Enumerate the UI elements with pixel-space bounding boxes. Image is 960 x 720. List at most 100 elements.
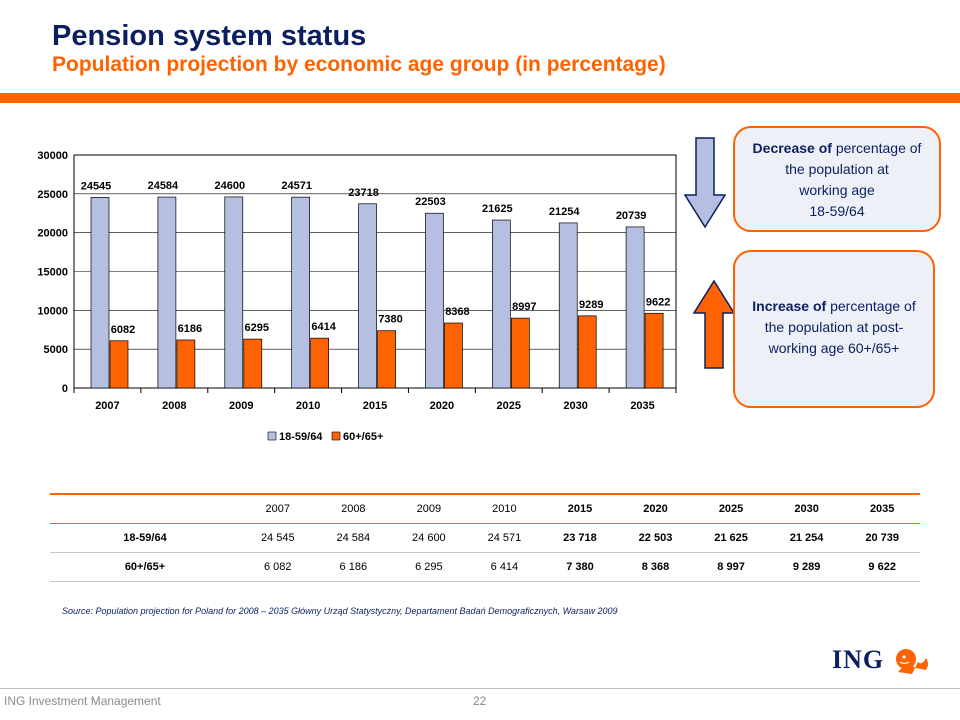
- x-tick-label: 2007: [95, 400, 119, 412]
- table-header-cell: 2008: [315, 493, 392, 524]
- table-header-cell: 2020: [617, 493, 694, 524]
- table-cell: 23 718: [542, 523, 618, 553]
- legend-label: 18-59/64: [279, 431, 323, 443]
- x-tick-label: 2009: [229, 400, 253, 412]
- page-subtitle: Population projection by economic age gr…: [52, 53, 666, 76]
- callout-increase-bold: Increase of: [752, 298, 827, 314]
- bar-working-age: [625, 226, 645, 389]
- bar-working-age: [425, 212, 444, 389]
- data-label: 21254: [549, 206, 580, 218]
- bar-working-age: [291, 196, 311, 389]
- table-header-cell: 2010: [466, 493, 543, 524]
- table-cell: 21 254: [768, 523, 845, 553]
- bar-post-working-age: [109, 340, 129, 389]
- callout-decrease-line3: working age: [799, 182, 875, 198]
- header-divider: [0, 93, 960, 103]
- y-tick-label: 10000: [37, 305, 68, 317]
- data-label: 24571: [281, 180, 312, 192]
- callout-decrease-line2: the population at: [785, 161, 889, 177]
- bar-post-working-age: [510, 317, 530, 389]
- bar-post-working-age: [377, 330, 396, 389]
- x-tick-label: 2035: [630, 400, 654, 412]
- table-header-cell: 2025: [693, 493, 769, 524]
- table-header-cell: [50, 493, 240, 524]
- data-label: 6414: [311, 321, 336, 333]
- x-tick-label: 2008: [162, 400, 186, 412]
- table-header-cell: 2015: [542, 493, 618, 524]
- table-row: 18-59/64 24 545 24 584 24 600 24 571 23 …: [50, 523, 920, 553]
- callout-decrease: Decrease of percentage of the population…: [733, 126, 941, 232]
- callout-decrease-line4: 18-59/64: [809, 203, 865, 219]
- table-cell: 24 571: [466, 523, 543, 553]
- data-label: 24584: [148, 180, 179, 192]
- data-label: 9289: [579, 299, 603, 311]
- footer-company: ING Investment Management: [4, 694, 161, 708]
- data-label: 6186: [178, 323, 202, 335]
- x-tick-label: 2020: [430, 400, 454, 412]
- data-label: 6295: [245, 322, 269, 334]
- arrow-down-icon: [684, 137, 726, 229]
- table-row: 60+/65+ 6 082 6 186 6 295 6 414 7 380 8 …: [50, 552, 920, 582]
- data-label: 20739: [616, 210, 647, 222]
- data-table: 2007 2008 2009 2010 2015 2020 2025 2030 …: [50, 493, 920, 582]
- x-tick-label: 2015: [363, 400, 387, 412]
- table-cell: 8 368: [617, 552, 694, 582]
- page-number: 22: [473, 694, 487, 708]
- bar-post-working-age: [444, 322, 463, 389]
- bar-working-age: [358, 203, 377, 389]
- table-header-cell: 2007: [240, 493, 316, 524]
- data-label: 22503: [415, 196, 446, 208]
- table-cell: 7 380: [542, 552, 618, 582]
- data-label: 24545: [81, 180, 112, 192]
- table-header-cell: 2035: [844, 493, 920, 524]
- table-header-row: 2007 2008 2009 2010 2015 2020 2025 2030 …: [50, 493, 920, 524]
- population-bar-chart: 0 5000 10000 15000 20000 25000 30000 2007 24545 6…: [37, 150, 677, 443]
- table-cell: 24 600: [391, 523, 467, 553]
- legend-swatch: [267, 431, 277, 441]
- table-cell: 6 082: [240, 552, 316, 582]
- callout-increase-line2: the population at post-: [764, 319, 904, 335]
- bar-working-age: [157, 196, 177, 389]
- lion-icon: [896, 649, 928, 674]
- table-header-cell: 2009: [391, 493, 467, 524]
- source-note: Source: Population projection for Poland…: [62, 606, 618, 616]
- x-tick-label: 2010: [296, 400, 320, 412]
- table-cell: 6 414: [466, 552, 543, 582]
- bar-working-age: [90, 197, 110, 389]
- footer-divider: [0, 688, 960, 689]
- x-tick-label: 2030: [563, 400, 587, 412]
- table-row-label: 18-59/64: [50, 523, 240, 553]
- legend-swatch: [331, 431, 341, 441]
- ing-logo-text: ING: [832, 645, 885, 674]
- data-label: 6082: [111, 324, 135, 336]
- y-tick-label: 15000: [37, 267, 68, 279]
- data-label: 8368: [445, 306, 469, 318]
- callout-increase-line3: working age 60+/65+: [768, 340, 900, 356]
- arrow-up-icon: [693, 280, 735, 369]
- bar-post-working-age: [310, 337, 330, 389]
- x-tick-label: 2025: [497, 400, 521, 412]
- data-label: 7380: [378, 314, 402, 326]
- callout-increase-line1: percentage of: [826, 298, 916, 314]
- data-label: 8997: [512, 301, 536, 313]
- y-tick-label: 20000: [37, 228, 68, 240]
- table-row-label: 60+/65+: [50, 552, 240, 582]
- table-cell: 24 584: [315, 523, 392, 553]
- data-label: 24600: [214, 180, 245, 192]
- y-tick-label: 30000: [37, 150, 68, 162]
- table-header-cell: 2030: [768, 493, 845, 524]
- bar-working-age: [224, 196, 244, 389]
- table-cell: 6 186: [315, 552, 392, 582]
- table-cell: 22 503: [617, 523, 694, 553]
- y-tick-label: 5000: [44, 344, 68, 356]
- data-label: 23718: [348, 187, 379, 199]
- legend-label: 60+/65+: [343, 431, 383, 443]
- bar-working-age: [491, 219, 511, 389]
- y-tick-label: 25000: [37, 189, 68, 201]
- bar-post-working-age: [243, 338, 263, 389]
- table-cell: 21 625: [693, 523, 769, 553]
- table-cell: 24 545: [240, 523, 316, 553]
- bar-post-working-age: [644, 312, 664, 389]
- data-label: 21625: [482, 203, 513, 215]
- page-title: Pension system status: [52, 20, 367, 52]
